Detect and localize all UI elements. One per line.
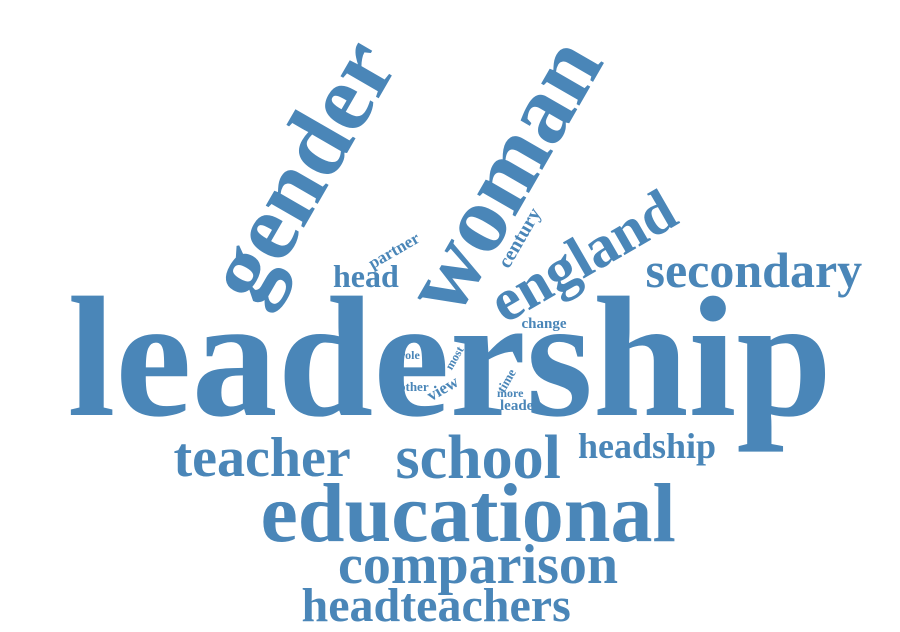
word-comparison: comparison — [338, 534, 618, 596]
word-headteachers: headteachers — [301, 579, 571, 632]
word-other: other — [399, 378, 429, 394]
word-head: head — [333, 258, 399, 294]
word-teacher: teacher — [173, 427, 351, 489]
word-leader: leader — [500, 397, 540, 414]
word-role: role — [400, 348, 420, 362]
word-change: change — [521, 315, 567, 332]
word-leadership: leadership — [67, 263, 833, 453]
word-school: school — [395, 424, 561, 492]
word-headship: headship — [578, 426, 717, 466]
word-secondary: secondary — [645, 242, 863, 298]
word-more: more — [497, 386, 524, 400]
word-educational: educational — [260, 467, 676, 560]
